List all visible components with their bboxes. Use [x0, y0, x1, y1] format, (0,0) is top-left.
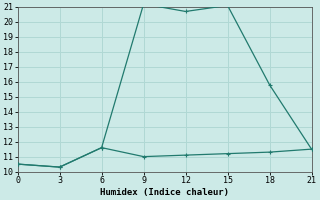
X-axis label: Humidex (Indice chaleur): Humidex (Indice chaleur) [100, 188, 229, 197]
